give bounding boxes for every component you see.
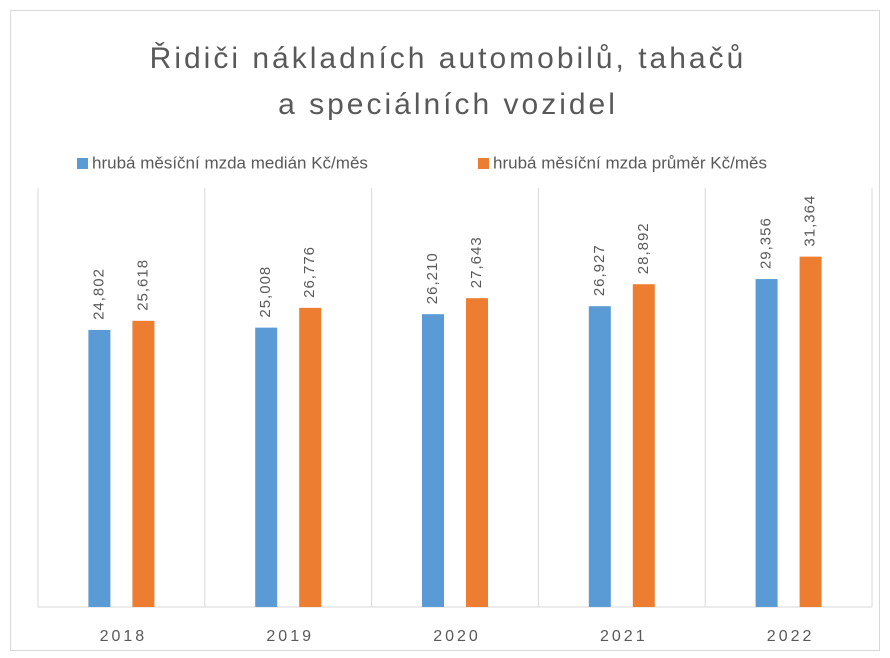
data-label: 24,802 [90, 268, 107, 320]
bar [632, 284, 655, 607]
data-label: 29,356 [758, 217, 775, 269]
data-label: 26,927 [591, 244, 608, 296]
data-label: 27,643 [468, 236, 485, 288]
data-label: 25,618 [134, 259, 151, 311]
chart-title: Řidiči nákladních automobilů, tahačů [150, 42, 747, 75]
bar [755, 279, 778, 607]
x-tick-label: 2020 [433, 628, 481, 645]
bar [88, 329, 111, 607]
data-label: 26,776 [301, 246, 318, 298]
bar [588, 306, 611, 607]
legend-swatch [77, 158, 88, 169]
x-tick-label: 2022 [767, 628, 815, 645]
bar [799, 256, 822, 607]
chart-title: a speciálních vozidel [278, 88, 618, 121]
bar [255, 327, 278, 607]
data-label: 25,008 [257, 266, 274, 318]
data-label: 31,364 [802, 195, 819, 247]
bar [299, 307, 322, 607]
data-label: 28,892 [635, 222, 652, 274]
bar [422, 314, 444, 607]
x-tick-label: 2021 [600, 628, 648, 645]
bar [466, 298, 488, 607]
legend-label: hrubá měsíční mzda medián Kč/měs [92, 153, 368, 172]
x-tick-label: 2018 [100, 628, 148, 645]
legend-label: hrubá měsíční mzda průměr Kč/měs [493, 153, 767, 172]
legend-swatch [478, 158, 489, 169]
data-label: 26,210 [424, 252, 441, 304]
chart-border [10, 10, 880, 651]
bar [132, 320, 155, 607]
x-tick-label: 2019 [266, 628, 314, 645]
